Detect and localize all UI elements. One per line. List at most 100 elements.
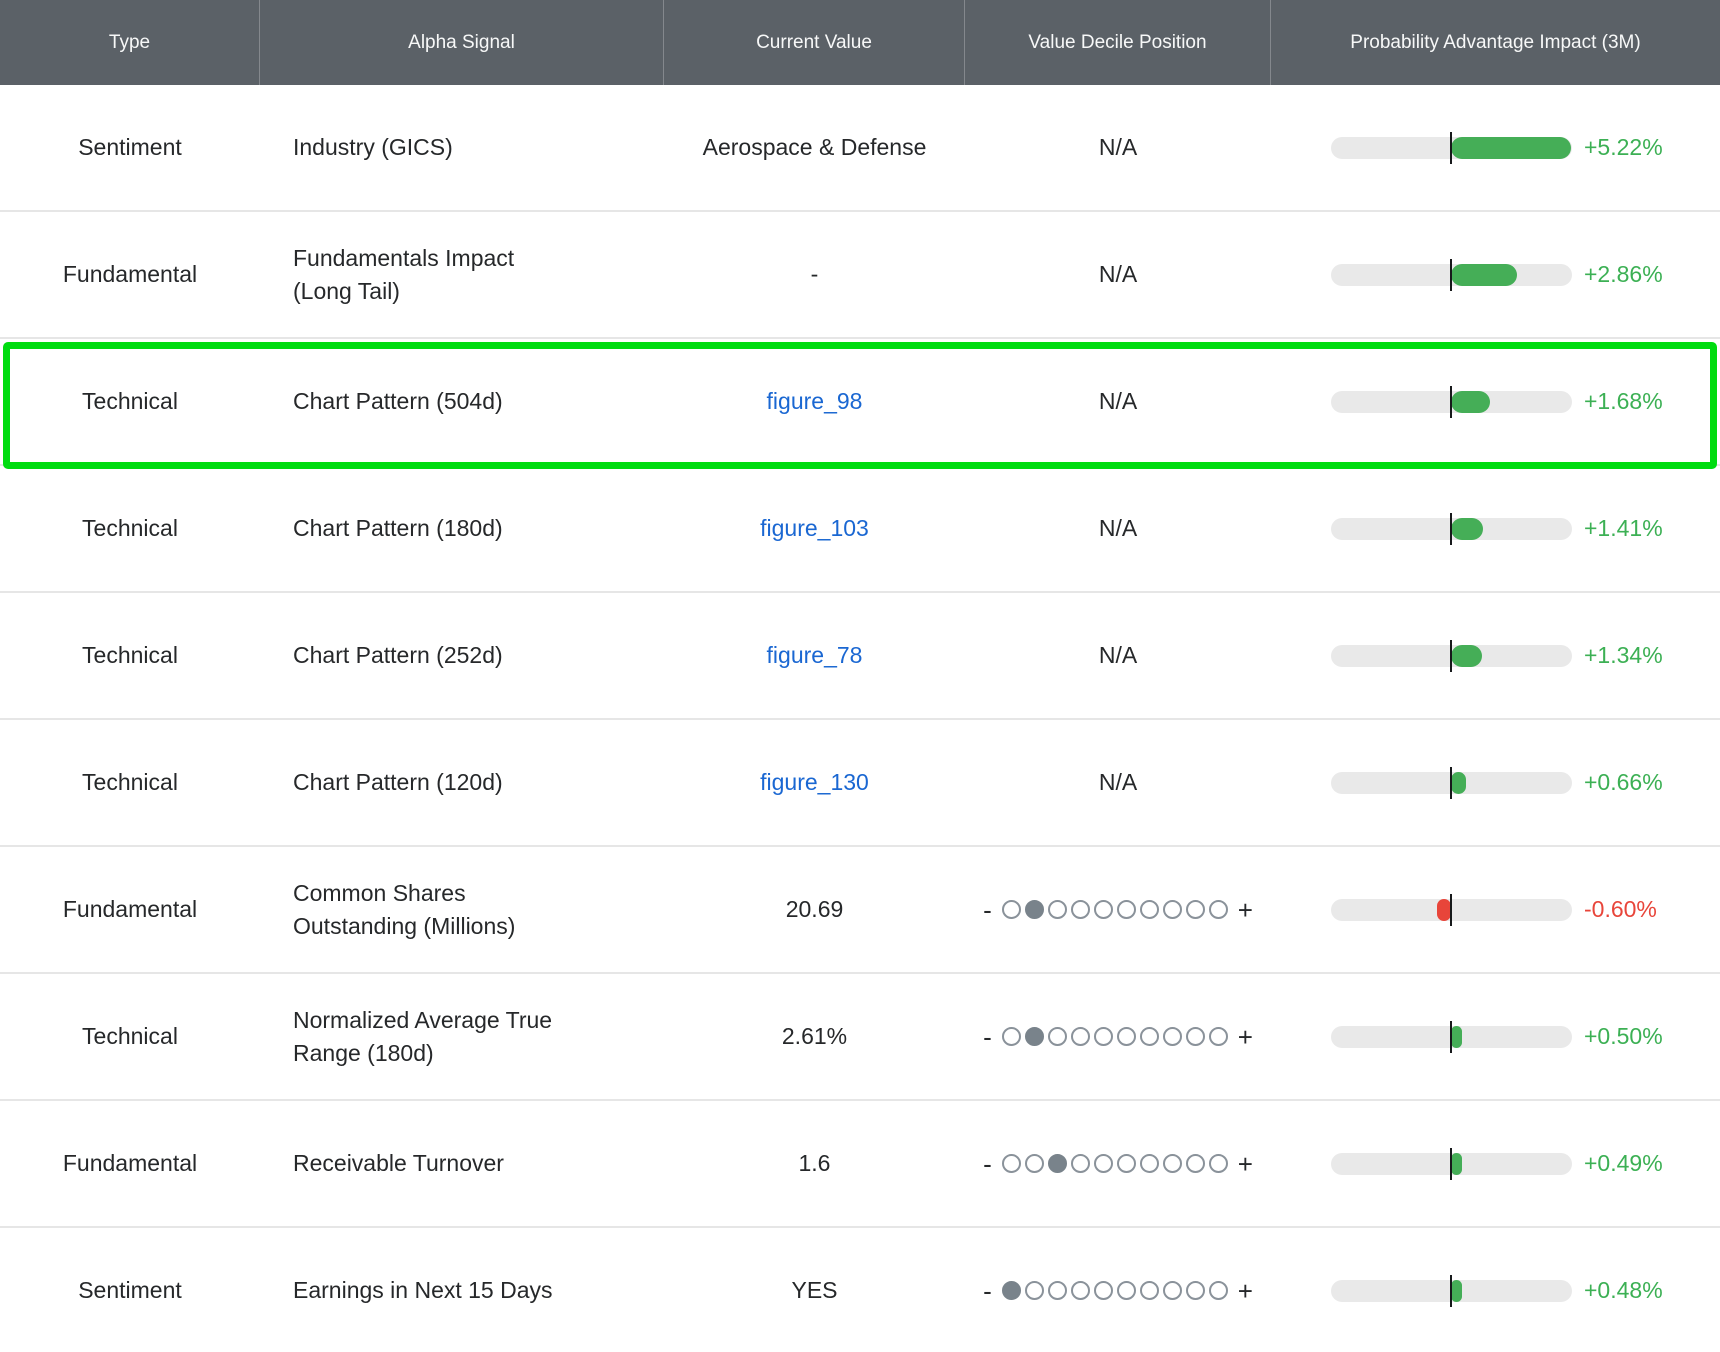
alpha-signal-cell: Fundamentals Impact (Long Tail) xyxy=(293,244,515,304)
decile-dot xyxy=(1093,1281,1113,1300)
current-value-cell: figure_130 xyxy=(664,769,965,796)
decile-dot xyxy=(1162,1281,1182,1300)
decile-dot xyxy=(1070,900,1090,919)
decile-dot xyxy=(1093,900,1113,919)
bar-center-marker xyxy=(1450,512,1452,545)
table-row[interactable]: Fundamental Receivable Turnover 1.6 - + +… xyxy=(0,1101,1720,1228)
type-cell: Technical xyxy=(82,1023,178,1049)
bar-fill xyxy=(1451,1279,1462,1302)
decile-widget: - + xyxy=(983,1024,1253,1050)
decile-dot xyxy=(1001,1027,1021,1046)
table-row[interactable]: Technical Chart Pattern (120d) figure_13… xyxy=(0,720,1720,847)
decile-dot xyxy=(1139,1281,1159,1300)
decile-dot xyxy=(1047,1281,1067,1300)
table-row[interactable]: Sentiment Earnings in Next 15 Days YES -… xyxy=(0,1228,1720,1352)
decile-plus-sign: + xyxy=(1237,894,1253,925)
impact-bar: +1.34% xyxy=(1271,639,1720,672)
value-decile-cell: N/A xyxy=(1098,642,1138,668)
column-header-alpha-signal: Alpha Signal xyxy=(260,0,664,85)
decile-dot xyxy=(1093,1154,1113,1173)
value-decile-cell: - + xyxy=(965,897,1271,923)
decile-dot xyxy=(1139,1027,1159,1046)
decile-dots xyxy=(1001,1281,1228,1300)
decile-dot xyxy=(1116,900,1136,919)
table-row[interactable]: Technical Chart Pattern (180d) figure_10… xyxy=(0,466,1720,593)
decile-dot xyxy=(1162,1027,1182,1046)
decile-dot xyxy=(1208,1154,1228,1173)
decile-dot xyxy=(1185,900,1205,919)
decile-dot xyxy=(1162,900,1182,919)
impact-value: +0.49% xyxy=(1584,1150,1663,1176)
table-row[interactable]: Technical Chart Pattern (252d) figure_78… xyxy=(0,593,1720,720)
impact-bar: +0.48% xyxy=(1271,1274,1720,1307)
table-row-highlighted[interactable]: Technical Chart Pattern (504d) figure_98… xyxy=(0,339,1720,469)
impact-cell: +1.41% xyxy=(1271,512,1720,545)
bar-fill xyxy=(1451,1152,1462,1175)
decile-dot xyxy=(1185,1027,1205,1046)
decile-widget: - + xyxy=(983,1151,1253,1177)
type-cell: Sentiment xyxy=(78,1277,182,1303)
type-cell: Fundamental xyxy=(62,896,198,922)
figure-link[interactable]: figure_98 xyxy=(766,388,863,414)
table-row[interactable]: Sentiment Industry (GICS) Aerospace & De… xyxy=(0,85,1720,212)
bar-center-marker xyxy=(1450,131,1452,164)
bar-center-marker xyxy=(1450,1274,1452,1307)
current-value-cell: 1.6 xyxy=(798,1150,831,1176)
table-row[interactable]: Technical Normalized Average True Range … xyxy=(0,974,1720,1101)
decile-dot-filled xyxy=(1047,1154,1067,1173)
value-decile-cell: - + xyxy=(965,1278,1271,1304)
decile-widget: - + xyxy=(983,1278,1253,1304)
decile-plus-sign: + xyxy=(1237,1148,1253,1179)
impact-bar-graphic xyxy=(1331,385,1572,418)
decile-dot xyxy=(1070,1154,1090,1173)
impact-bar: +5.22% xyxy=(1271,131,1720,164)
alpha-signal-cell: Earnings in Next 15 Days xyxy=(293,1277,553,1304)
type-cell: Technical xyxy=(82,388,178,414)
decile-dot xyxy=(1208,1281,1228,1300)
column-header-value-decile-position: Value Decile Position xyxy=(965,0,1271,85)
current-value-cell: 2.61% xyxy=(781,1023,848,1049)
figure-link[interactable]: figure_130 xyxy=(760,769,869,795)
decile-dot xyxy=(1208,900,1228,919)
decile-dot xyxy=(1047,1027,1067,1046)
current-value-cell: YES xyxy=(791,1277,838,1303)
value-decile-cell: - + xyxy=(965,1024,1271,1050)
bar-fill xyxy=(1451,263,1517,286)
column-header-current-value: Current Value xyxy=(664,0,965,85)
decile-dot xyxy=(1070,1027,1090,1046)
impact-value: +2.86% xyxy=(1584,261,1663,287)
alpha-signal-cell: Chart Pattern (504d) xyxy=(293,388,503,415)
decile-dot xyxy=(1185,1281,1205,1300)
impact-bar: -0.60% xyxy=(1271,893,1720,926)
table-row[interactable]: Fundamental Common Shares Outstanding (M… xyxy=(0,847,1720,974)
value-decile-cell: N/A xyxy=(1098,261,1138,287)
decile-dot xyxy=(1024,1281,1044,1300)
impact-value: +1.34% xyxy=(1584,642,1663,668)
impact-value: +0.50% xyxy=(1584,1023,1663,1049)
impact-bar-graphic xyxy=(1331,1274,1572,1307)
value-decile-cell: N/A xyxy=(1098,388,1138,414)
decile-dot-filled xyxy=(1024,1027,1044,1046)
decile-minus-sign: - xyxy=(983,1275,992,1306)
figure-link[interactable]: figure_103 xyxy=(760,515,869,541)
decile-dot xyxy=(1093,1027,1113,1046)
value-decile-cell: N/A xyxy=(1098,134,1138,160)
decile-dot xyxy=(1024,1154,1044,1173)
decile-minus-sign: - xyxy=(983,894,992,925)
impact-cell: +0.50% xyxy=(1271,1020,1720,1053)
bar-fill xyxy=(1451,136,1571,159)
value-decile-cell: N/A xyxy=(1098,515,1138,541)
bar-center-marker xyxy=(1450,385,1452,418)
bar-center-marker xyxy=(1450,1020,1452,1053)
bar-center-marker xyxy=(1450,766,1452,799)
table-row[interactable]: Fundamental Fundamentals Impact (Long Ta… xyxy=(0,212,1720,339)
impact-value: -0.60% xyxy=(1584,896,1657,922)
decile-dot xyxy=(1116,1281,1136,1300)
impact-bar-graphic xyxy=(1331,1020,1572,1053)
alpha-signal-table-body: Sentiment Industry (GICS) Aerospace & De… xyxy=(0,85,1720,1352)
impact-bar-graphic xyxy=(1331,131,1572,164)
figure-link[interactable]: figure_78 xyxy=(766,642,863,668)
bar-center-marker xyxy=(1450,893,1452,926)
decile-minus-sign: - xyxy=(983,1148,992,1179)
bar-center-marker xyxy=(1450,1147,1452,1180)
